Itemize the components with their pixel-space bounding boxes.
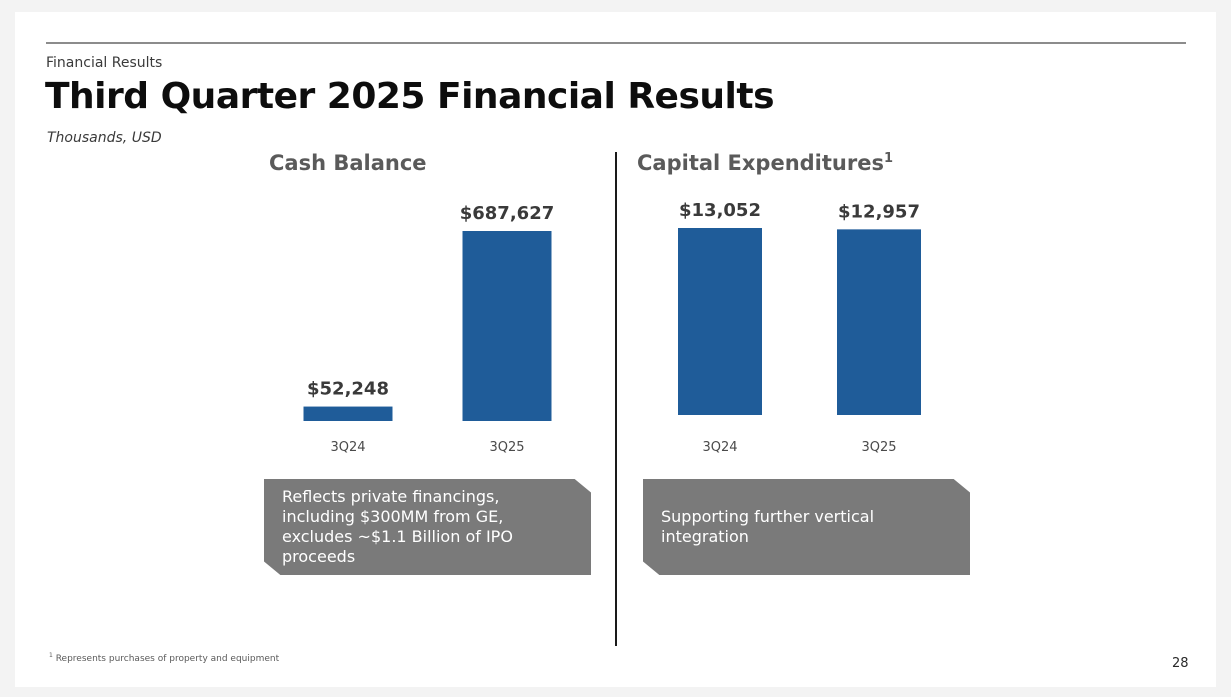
capex-footnote-mark: 1 xyxy=(883,151,894,166)
cash-value-label-3q25: $687,627 xyxy=(460,203,555,224)
cash-note-text: Reflects private financings, including $… xyxy=(282,487,513,566)
capex-title-text: Capital Expenditures xyxy=(637,151,884,175)
cash-balance-title: Cash Balance xyxy=(269,151,427,175)
cash-tick-3q24: 3Q24 xyxy=(330,440,365,455)
capex-bar-3q25 xyxy=(837,229,921,415)
capex-value-label-3q25: $12,957 xyxy=(838,201,920,222)
capex-title: Capital Expenditures1 xyxy=(637,151,893,175)
cash-bar-3q25 xyxy=(462,231,552,421)
cash-balance-title-text: Cash Balance xyxy=(269,151,427,175)
capex-tick-3q25: 3Q25 xyxy=(861,440,896,455)
page-number: 28 xyxy=(1172,656,1189,671)
page-title: Third Quarter 2025 Financial Results xyxy=(45,76,775,117)
cash-value-label-3q24: $52,248 xyxy=(307,379,389,400)
capex-bar-3q24 xyxy=(678,228,762,415)
top-rule xyxy=(46,42,1186,44)
chart-divider xyxy=(615,152,617,646)
cash-tick-3q25: 3Q25 xyxy=(489,440,524,455)
units-label: Thousands, USD xyxy=(47,130,162,146)
capex-value-label-3q24: $13,052 xyxy=(679,200,761,221)
footnote-mark: 1 xyxy=(49,652,53,659)
footnote-text: Represents purchases of property and equ… xyxy=(55,654,280,664)
capex-note-text: Supporting further vertical integration xyxy=(661,507,875,546)
footnote: 1 Represents purchases of property and e… xyxy=(49,652,279,664)
capex-tick-3q24: 3Q24 xyxy=(702,440,737,455)
cash-note-box: Reflects private financings, including $… xyxy=(264,479,591,575)
cash-bar-3q24 xyxy=(303,406,393,421)
capex-note-box: Supporting further vertical integration xyxy=(643,479,970,575)
section-label: Financial Results xyxy=(46,55,163,71)
